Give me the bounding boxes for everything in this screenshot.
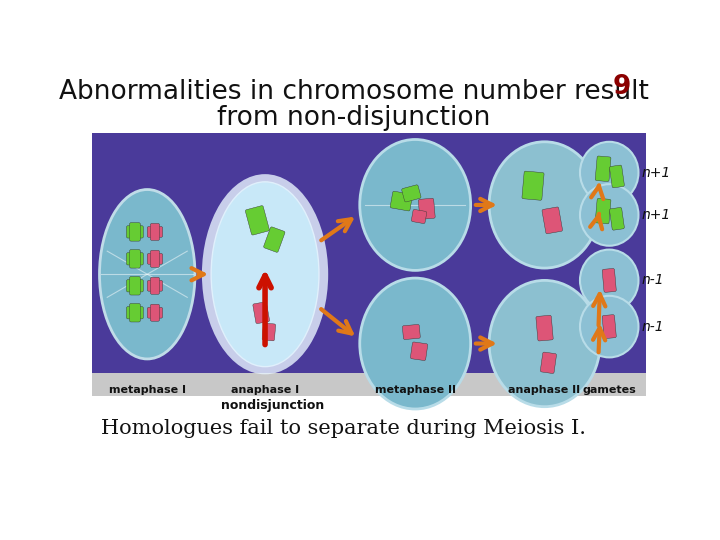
Text: Homologues fail to separate during Meiosis I.: Homologues fail to separate during Meios… (101, 419, 586, 438)
FancyBboxPatch shape (595, 156, 611, 181)
Text: metaphase I: metaphase I (109, 384, 186, 395)
Ellipse shape (580, 142, 639, 204)
FancyBboxPatch shape (602, 268, 616, 292)
FancyBboxPatch shape (522, 171, 544, 200)
Text: gametes: gametes (582, 384, 636, 395)
FancyBboxPatch shape (536, 315, 553, 341)
FancyBboxPatch shape (150, 278, 160, 294)
FancyBboxPatch shape (127, 280, 143, 292)
FancyBboxPatch shape (418, 198, 435, 219)
Ellipse shape (580, 184, 639, 246)
Text: from non-disjunction: from non-disjunction (217, 105, 490, 131)
FancyBboxPatch shape (92, 132, 647, 396)
Ellipse shape (360, 139, 471, 271)
FancyBboxPatch shape (542, 207, 562, 234)
Ellipse shape (580, 249, 639, 311)
Text: n+1: n+1 (642, 208, 671, 222)
FancyBboxPatch shape (610, 207, 624, 230)
FancyBboxPatch shape (148, 253, 163, 264)
Text: metaphase II: metaphase II (374, 384, 456, 395)
FancyBboxPatch shape (130, 222, 140, 241)
Text: nondisjunction: nondisjunction (221, 399, 325, 411)
FancyBboxPatch shape (402, 185, 421, 202)
FancyBboxPatch shape (130, 276, 140, 295)
FancyBboxPatch shape (127, 253, 143, 265)
Text: n+1: n+1 (642, 166, 671, 180)
FancyBboxPatch shape (246, 206, 269, 235)
Ellipse shape (202, 174, 328, 374)
FancyBboxPatch shape (602, 315, 616, 339)
FancyBboxPatch shape (148, 307, 163, 318)
Ellipse shape (360, 278, 471, 409)
FancyBboxPatch shape (411, 210, 427, 224)
FancyBboxPatch shape (595, 198, 611, 224)
FancyBboxPatch shape (610, 165, 624, 188)
FancyBboxPatch shape (410, 342, 428, 361)
FancyBboxPatch shape (150, 251, 160, 267)
FancyBboxPatch shape (390, 191, 413, 211)
FancyBboxPatch shape (130, 249, 140, 268)
Ellipse shape (211, 182, 319, 367)
Text: 9: 9 (613, 74, 631, 100)
Ellipse shape (99, 190, 195, 359)
Text: n-1: n-1 (642, 273, 665, 287)
Text: anaphase I: anaphase I (231, 384, 299, 395)
FancyBboxPatch shape (540, 352, 557, 374)
FancyBboxPatch shape (92, 373, 647, 396)
Text: anaphase II: anaphase II (508, 384, 580, 395)
FancyBboxPatch shape (150, 224, 160, 240)
FancyBboxPatch shape (148, 280, 163, 291)
FancyBboxPatch shape (262, 323, 276, 341)
FancyBboxPatch shape (264, 227, 285, 252)
FancyBboxPatch shape (253, 302, 269, 323)
FancyBboxPatch shape (150, 304, 160, 321)
Ellipse shape (580, 296, 639, 357)
FancyBboxPatch shape (127, 226, 143, 238)
Ellipse shape (489, 142, 600, 268)
FancyBboxPatch shape (130, 303, 140, 322)
Ellipse shape (489, 280, 600, 407)
FancyBboxPatch shape (148, 226, 163, 237)
FancyBboxPatch shape (127, 307, 143, 319)
Text: Abnormalities in chromosome number result: Abnormalities in chromosome number resul… (58, 79, 649, 105)
Text: n-1: n-1 (642, 320, 665, 334)
FancyBboxPatch shape (402, 325, 420, 340)
